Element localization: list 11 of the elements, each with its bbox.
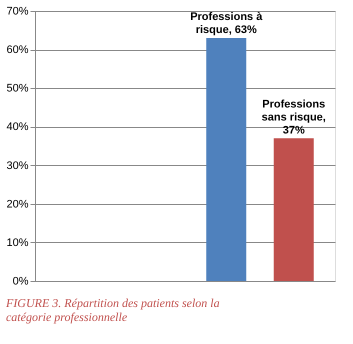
y-tick-label: 60% [6, 44, 29, 56]
text: FIGURE 3. Répartition des patients selon la catégorie professionnelle [4, 296, 220, 324]
y-tick-label: 40% [6, 121, 29, 134]
y-tick-label: 10% [6, 236, 29, 249]
y-tick-label: 20% [6, 198, 29, 210]
y-tick-label: 30% [6, 160, 29, 172]
data-label: Professions à risque, 63% [190, 11, 264, 36]
y-tick-label: 70% [6, 6, 29, 18]
y-tick-label: 0% [12, 276, 29, 288]
data-label: Professions sans risque, 37% [262, 98, 326, 136]
y-tick-label: 50% [6, 82, 29, 95]
